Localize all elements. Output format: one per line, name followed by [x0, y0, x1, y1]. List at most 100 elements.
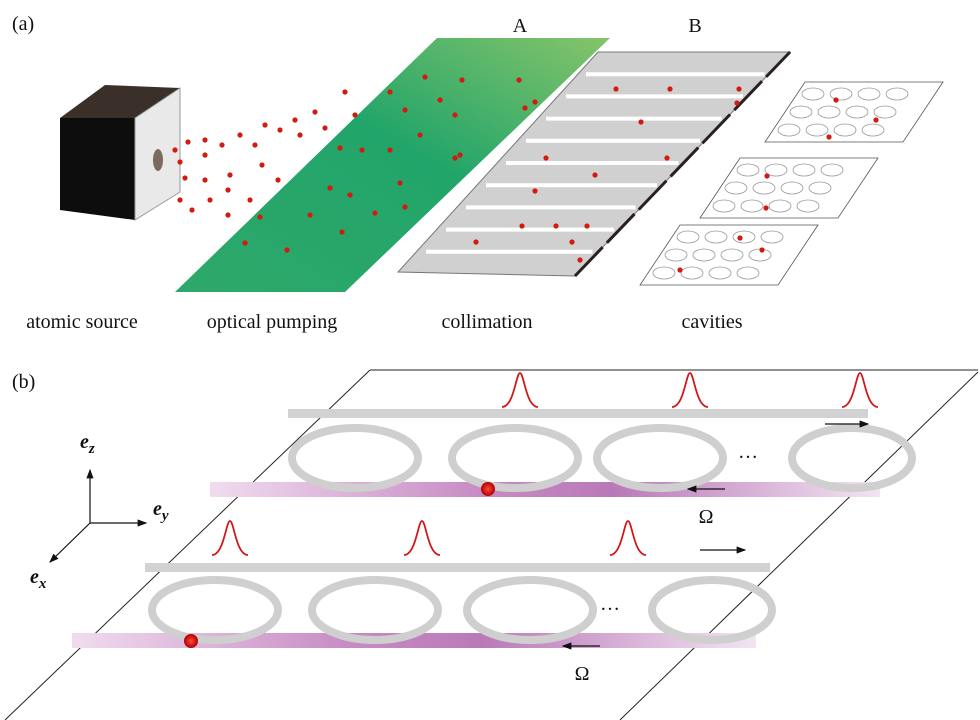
- atom: [584, 223, 590, 229]
- atom: [189, 207, 195, 213]
- atom: [259, 162, 265, 168]
- atom: [177, 159, 183, 165]
- atom: [397, 180, 403, 186]
- mini-ring: [789, 105, 813, 119]
- atom: [337, 145, 343, 151]
- atom: [184, 634, 198, 648]
- atom: [339, 229, 345, 235]
- atom: [422, 74, 428, 80]
- atoms: [172, 74, 879, 273]
- ellipsis: …: [738, 441, 758, 463]
- mini-ring: [764, 163, 788, 177]
- atom: [247, 197, 253, 203]
- mini-ring: [885, 87, 909, 101]
- atom: [613, 86, 619, 92]
- marker: A: [513, 15, 528, 37]
- atom: [297, 132, 303, 138]
- atom: [202, 137, 208, 143]
- atom: [826, 134, 832, 140]
- atom: [452, 112, 458, 118]
- atom: [553, 223, 559, 229]
- cavity-panel: [764, 81, 944, 143]
- atom: [322, 125, 328, 131]
- mini-ring: [720, 248, 744, 262]
- collimator: [396, 50, 792, 278]
- chip-outline: [4, 369, 979, 720]
- atom: [225, 212, 231, 218]
- mini-ring: [792, 163, 816, 177]
- atom: [402, 107, 408, 113]
- atom: [543, 155, 549, 161]
- mini-ring: [805, 123, 829, 137]
- mini-ring: [760, 230, 784, 244]
- photon-pulses: [211, 372, 879, 556]
- atom: [227, 172, 233, 178]
- mini-ring: [732, 230, 756, 244]
- atom: [207, 197, 213, 203]
- marker: B: [688, 15, 701, 37]
- panel-b: (b) … … Ω Ω ez ey ex: [4, 369, 979, 720]
- mini-ring: [704, 230, 728, 244]
- atom: [327, 185, 333, 191]
- atom: [225, 187, 231, 193]
- atom: [277, 127, 283, 133]
- mini-ring: [796, 199, 820, 213]
- pulse: [403, 520, 441, 556]
- atom: [342, 89, 348, 95]
- atom: [667, 86, 673, 92]
- atom: [172, 147, 178, 153]
- atom: [481, 482, 495, 496]
- mini-ring: [817, 105, 841, 119]
- atom: [275, 177, 281, 183]
- atom: [347, 192, 353, 198]
- stage-label: collimation: [441, 311, 532, 333]
- atom: [402, 204, 408, 210]
- panel-label: (a): [12, 13, 34, 35]
- atom: [417, 132, 423, 138]
- mini-ring: [736, 163, 760, 177]
- atom: [638, 119, 644, 125]
- atom: [185, 139, 191, 145]
- mini-ring: [820, 163, 844, 177]
- pulse: [609, 520, 647, 556]
- atom: [457, 152, 463, 158]
- atom: [532, 99, 538, 105]
- mini-ring: [708, 266, 732, 280]
- mini-ring: [873, 105, 897, 119]
- atom: [592, 172, 598, 178]
- ellipsis: …: [600, 593, 620, 615]
- mini-ring: [676, 230, 700, 244]
- bus-waveguide: [145, 563, 770, 572]
- atom: [257, 214, 263, 220]
- mini-ring: [736, 266, 760, 280]
- atom: [519, 223, 525, 229]
- coupling-label: Ω: [699, 506, 714, 528]
- pulse: [501, 372, 539, 408]
- atom: [387, 89, 393, 95]
- mini-ring: [801, 87, 825, 101]
- pulse: [841, 372, 879, 408]
- atom: [359, 147, 365, 153]
- atom: [312, 109, 318, 115]
- axis-label: ez: [80, 431, 95, 457]
- source-top: [60, 85, 180, 118]
- cavity-panel: [639, 224, 819, 286]
- atom: [177, 197, 183, 203]
- mini-ring: [857, 87, 881, 101]
- atom: [437, 97, 443, 103]
- panel-a: (a) A B atomic source optical pumping co…: [12, 13, 944, 333]
- atom: [577, 257, 583, 263]
- atom: [737, 235, 743, 241]
- coupling-label: Ω: [575, 663, 590, 685]
- atom: [452, 155, 458, 161]
- atom: [734, 100, 740, 106]
- axes: ez ey ex: [30, 431, 169, 592]
- atom: [372, 210, 378, 216]
- mini-ring: [692, 248, 716, 262]
- mini-ring: [780, 181, 804, 195]
- atom: [759, 247, 765, 253]
- atom: [763, 205, 769, 211]
- stage-label: atomic source: [26, 311, 138, 333]
- cavity-panel: [699, 157, 879, 219]
